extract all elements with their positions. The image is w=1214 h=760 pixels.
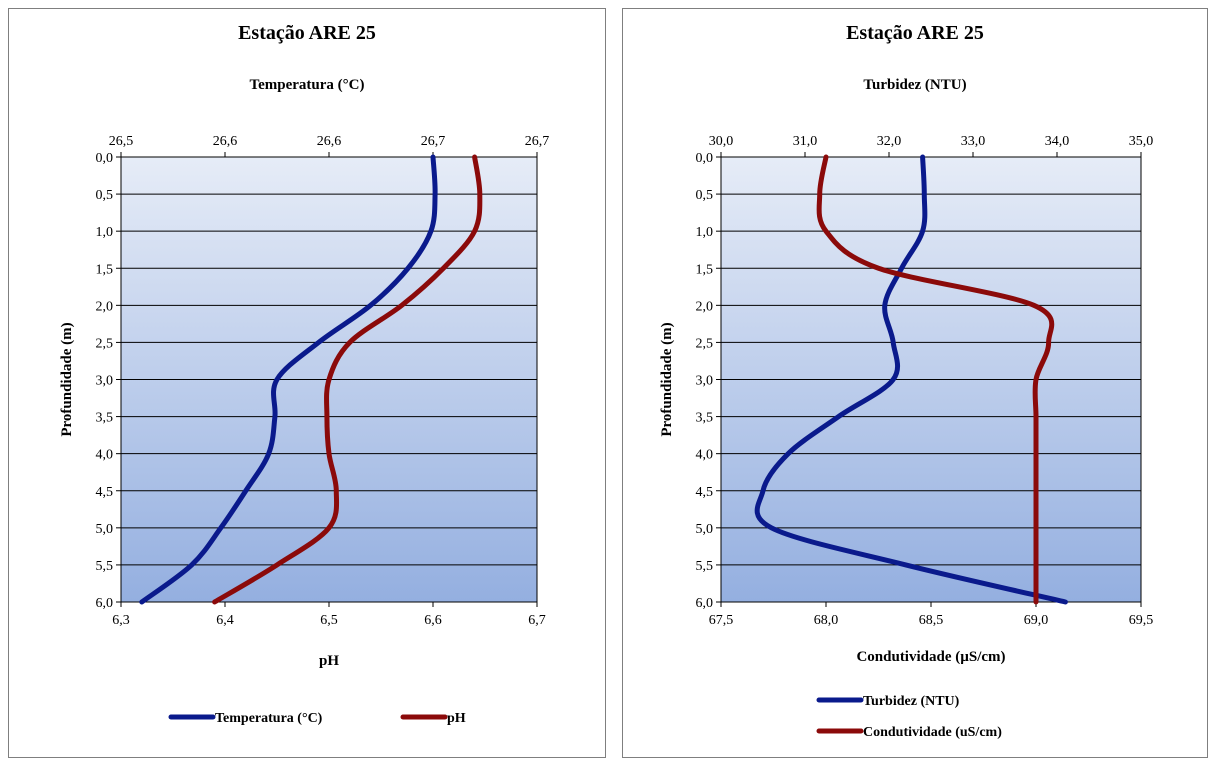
x-top-tick-label: 26,6	[317, 134, 342, 149]
legend-label: Condutividade (uS/cm)	[863, 725, 1002, 740]
x-top-tick-label: 26,7	[421, 134, 446, 149]
y-tick-label: 3,0	[696, 374, 714, 389]
x-top-tick-label: 33,0	[961, 134, 986, 149]
chart-panel-left: Estação ARE 25 Temperatura (°C) 0,0 0,5 1,…	[8, 8, 606, 758]
y-tick-label: 2,0	[696, 299, 714, 314]
y-tick-label: 3,5	[696, 411, 714, 426]
y-tick-label: 5,5	[696, 559, 714, 574]
y-tick-label: 5,0	[696, 522, 714, 537]
x-bottom-tick-label: 6,4	[216, 613, 234, 628]
y-tick-label: 0,5	[696, 188, 714, 203]
x-bottom-tick-label: 6,7	[528, 613, 546, 628]
legend-label: pH	[447, 711, 466, 726]
x-top-tick-label: 32,0	[877, 134, 902, 149]
y-tick-label: 4,5	[696, 485, 714, 500]
y-tick-label: 6,0	[96, 596, 114, 611]
y-tick-label: 5,5	[96, 559, 114, 574]
chart-left-svg: 0,0 0,5 1,0 1,5 2,0 2,5 3,0 3,5 4,0 4,5 5,0 5,5 6,0 2…	[59, 134, 550, 726]
y-axis-label: Profundidade (m)	[659, 322, 675, 436]
x-top-tick-label: 31,0	[793, 134, 818, 149]
y-tick-label: 2,5	[696, 336, 714, 351]
chart-title: Estação ARE 25	[238, 22, 376, 44]
x-bottom-tick-label: 6,3	[112, 613, 130, 628]
x-top-tick-label: 26,6	[213, 134, 238, 149]
x-bottom-tick-label: 6,6	[424, 613, 442, 628]
legend-label: Turbidez (NTU)	[863, 694, 960, 709]
y-tick-label: 1,0	[696, 225, 714, 240]
series-line	[816, 154, 1055, 605]
x-bottom-axis-label: pH	[319, 653, 339, 669]
y-tick-label: 1,5	[696, 262, 714, 277]
series-line	[754, 154, 1068, 605]
chart-panel-right: Estação ARE 25 Turbidez (NTU) 0,0 0,5 1,0 1…	[622, 8, 1208, 758]
x-bottom-tick-label: 67,5	[709, 613, 734, 628]
y-tick-label: 0,5	[96, 188, 114, 203]
y-tick-label: 4,0	[696, 448, 714, 463]
chart-right-svg: 0,0 0,5 1,0 1,5 2,0 2,5 3,0 3,5 4,0 4,5 5,0 5,5 6,0 3…	[659, 134, 1154, 740]
x-top-tick-label: 35,0	[1129, 134, 1154, 149]
chart-title: Estação ARE 25	[846, 22, 984, 44]
legend-label: Temperatura (°C)	[215, 711, 323, 726]
series-line	[139, 154, 438, 605]
series-line	[212, 154, 483, 605]
y-tick-label: 4,0	[96, 448, 114, 463]
y-tick-label: 2,5	[96, 336, 114, 351]
y-tick-label: 2,0	[96, 299, 114, 314]
y-tick-label: 5,0	[96, 522, 114, 537]
y-tick-label: 3,0	[96, 374, 114, 389]
x-top-tick-label: 34,0	[1045, 134, 1070, 149]
x-top-tick-label: 26,5	[109, 134, 134, 149]
x-top-tick-label: 26,7	[525, 134, 550, 149]
x-bottom-tick-label: 68,5	[919, 613, 944, 628]
x-bottom-tick-label: 6,5	[320, 613, 338, 628]
top-axis-title: Temperatura (°C)	[249, 77, 365, 93]
y-tick-label: 0,0	[96, 151, 114, 166]
y-tick-label: 0,0	[696, 151, 714, 166]
x-bottom-tick-label: 68,0	[814, 613, 839, 628]
x-bottom-tick-label: 69,5	[1129, 613, 1154, 628]
x-bottom-tick-label: 69,0	[1024, 613, 1049, 628]
x-bottom-axis-label: Condutividade (µS/cm)	[856, 649, 1005, 665]
top-axis-title: Turbidez (NTU)	[863, 77, 967, 93]
y-axis-label: Profundidade (m)	[59, 322, 75, 436]
y-tick-label: 4,5	[96, 485, 114, 500]
y-tick-label: 1,5	[96, 262, 114, 277]
y-tick-label: 3,5	[96, 411, 114, 426]
y-tick-label: 1,0	[96, 225, 114, 240]
x-top-tick-label: 30,0	[709, 134, 734, 149]
y-tick-label: 6,0	[696, 596, 714, 611]
